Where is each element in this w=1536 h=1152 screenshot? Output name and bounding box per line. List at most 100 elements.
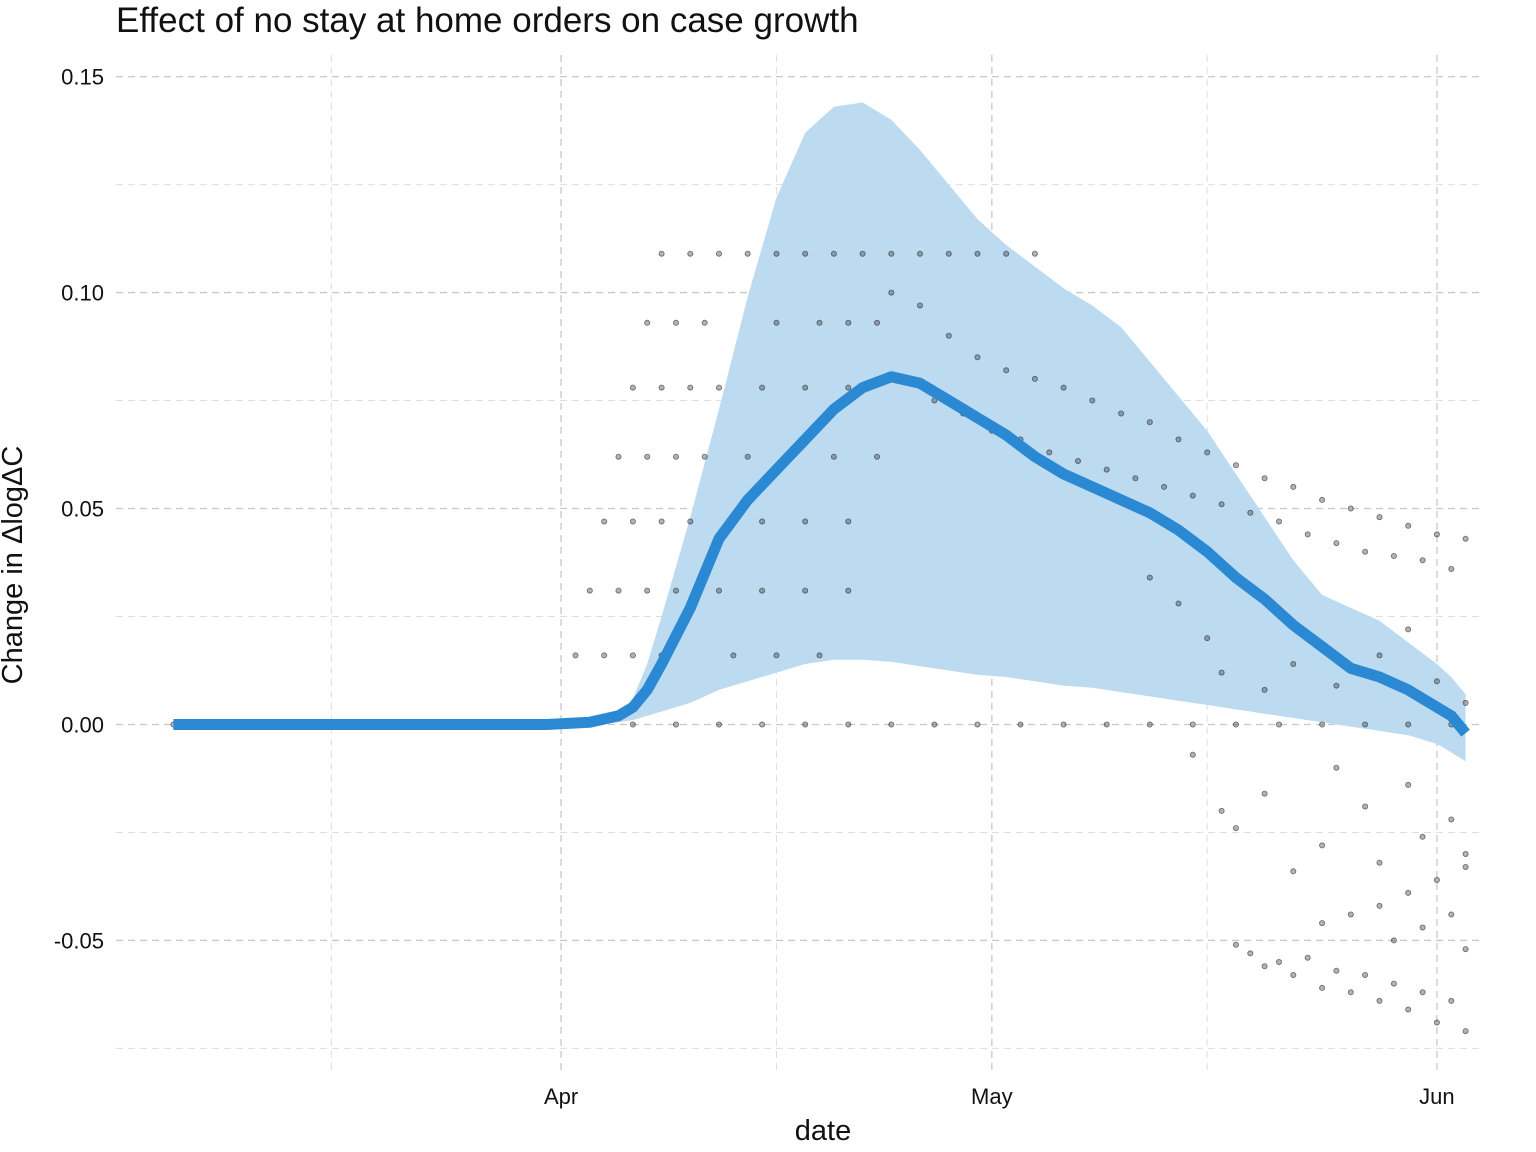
scatter-point-61	[830, 453, 837, 460]
scatter-point-74	[716, 587, 723, 594]
scatter-point-93	[1118, 410, 1125, 417]
scatter-point-30	[744, 250, 751, 257]
scatter-point-9	[716, 721, 723, 728]
chart-title: Effect of no stay at home orders on case…	[116, 1, 859, 40]
scatter-point-67	[759, 518, 766, 525]
scatter-point-90	[1031, 375, 1038, 382]
scatter-point-58	[701, 453, 708, 460]
scatter-point-142	[1333, 764, 1340, 771]
scatter-point-145	[1405, 781, 1412, 788]
scatter-point-157	[1347, 989, 1354, 996]
scatter-point-7	[629, 721, 636, 728]
scatter-point-46	[845, 319, 852, 326]
scatter-point-146	[1419, 833, 1426, 840]
scatter-point-150	[1247, 950, 1254, 957]
scatter-point-122	[1390, 553, 1397, 560]
scatter-point-152	[1276, 959, 1283, 966]
confidence-band	[604, 102, 1466, 762]
scatter-point-103	[1405, 522, 1412, 529]
scatter-point-50	[687, 384, 694, 391]
scatter-point-121	[1362, 548, 1369, 555]
scatter-point-148	[1462, 851, 1469, 858]
scatter-point-99	[1290, 483, 1297, 490]
scatter-point-55	[615, 453, 622, 460]
scatter-point-53	[802, 384, 809, 391]
scatter-point-160	[1390, 980, 1397, 987]
scatter-point-65	[658, 518, 665, 525]
scatter-point-169	[1405, 889, 1412, 896]
confidence-band-layer	[604, 102, 1466, 762]
scatter-point-14	[931, 721, 938, 728]
scatter-point-117	[1247, 509, 1254, 516]
scatter-point-62	[874, 453, 881, 460]
scatter-point-125	[1146, 574, 1153, 581]
scatter-point-164	[1448, 997, 1455, 1004]
scatter-point-124	[1448, 566, 1455, 573]
scatter-point-76	[802, 587, 809, 594]
scatter-point-75	[759, 587, 766, 594]
scatter-point-147	[1448, 816, 1455, 823]
scatter-point-159	[1376, 997, 1383, 1004]
scatter-point-111	[1075, 457, 1082, 464]
scatter-point-77	[845, 587, 852, 594]
scatter-point-127	[1204, 635, 1211, 642]
scatter-point-140	[1290, 868, 1297, 875]
scatter-point-173	[1419, 924, 1426, 931]
scatter-point-36	[917, 250, 924, 257]
scatter-point-72	[644, 587, 651, 594]
scatter-point-82	[730, 652, 737, 659]
scatter-point-114	[1161, 483, 1168, 490]
scatter-point-89	[1003, 367, 1010, 374]
scatter-point-119	[1304, 531, 1311, 538]
scatter-point-54	[845, 384, 852, 391]
trend-line-layer	[173, 371, 1470, 737]
scatter-point-78	[572, 652, 579, 659]
scatter-point-29	[716, 250, 723, 257]
scatter-point-95	[1175, 436, 1182, 443]
scatter-point-171	[1462, 864, 1469, 871]
scatter-point-39	[1003, 250, 1010, 257]
scatter-point-162	[1419, 989, 1426, 996]
scatter-point-118	[1276, 518, 1283, 525]
y-axis-label: Change in ΔlogΔC	[0, 446, 29, 685]
scatter-point-35	[888, 250, 895, 257]
scatter-point-18	[1103, 721, 1110, 728]
scatter-point-135	[1462, 699, 1469, 706]
scatter-point-161	[1405, 1006, 1412, 1013]
scatter-point-38	[974, 250, 981, 257]
scatter-point-42	[673, 319, 680, 326]
scatter-point-23	[1319, 721, 1326, 728]
scatter-point-33	[830, 250, 837, 257]
scatter-point-132	[1376, 652, 1383, 659]
scatter-point-27	[658, 250, 665, 257]
scatter-point-87	[945, 332, 952, 339]
scatter-point-16	[1017, 721, 1024, 728]
scatter-point-154	[1304, 954, 1311, 961]
scatter-point-80	[629, 652, 636, 659]
scatter-point-68	[802, 518, 809, 525]
scatter-point-41	[644, 319, 651, 326]
scatter-point-96	[1204, 449, 1211, 456]
scatter-point-43	[701, 319, 708, 326]
scatter-point-28	[687, 250, 694, 257]
scatter-point-165	[1462, 1028, 1469, 1035]
scatter-point-129	[1261, 686, 1268, 693]
x-axis-label: date	[795, 1115, 851, 1147]
scatter-point-47	[874, 319, 881, 326]
scatter-point-149	[1232, 941, 1239, 948]
scatter-point-22	[1276, 721, 1283, 728]
scatter-point-128	[1218, 669, 1225, 676]
scatter-point-71	[615, 587, 622, 594]
scatter-point-174	[1448, 911, 1455, 918]
scatter-point-85	[888, 289, 895, 296]
scatter-point-34	[859, 250, 866, 257]
scatter-point-10	[759, 721, 766, 728]
scatter-point-17	[1060, 721, 1067, 728]
scatter-point-69	[845, 518, 852, 525]
x-axis-ticks: Apr May Jun	[544, 1084, 1455, 1109]
y-tick-label-4: 0.15	[61, 65, 104, 90]
scatter-point-44	[773, 319, 780, 326]
scatter-point-64	[629, 518, 636, 525]
y-axis-ticks: -0.05 0.00 0.05 0.10 0.15	[54, 65, 104, 954]
